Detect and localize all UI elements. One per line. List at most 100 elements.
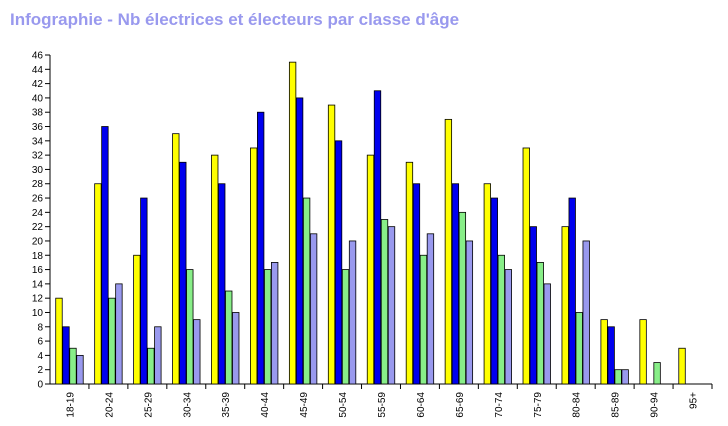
x-tick-label: 75-79 (533, 392, 544, 418)
bar (140, 197, 148, 385)
bar (271, 262, 279, 385)
bars (55, 61, 686, 385)
bar (678, 347, 686, 385)
bar (147, 347, 155, 385)
bar (193, 319, 201, 385)
bar (334, 140, 343, 385)
bar (225, 290, 233, 385)
x-tick-label: 45-49 (299, 392, 310, 418)
bar (172, 133, 180, 385)
bar (653, 362, 661, 385)
bar (444, 118, 453, 385)
bar (348, 240, 357, 385)
bar (614, 369, 622, 385)
bar (76, 354, 84, 385)
bar (536, 262, 544, 385)
y-tick-label: 42 (32, 79, 44, 90)
bar (309, 233, 318, 385)
x-tick-label: 18-19 (65, 392, 76, 418)
bar (62, 326, 70, 385)
bar (232, 312, 240, 385)
bar (575, 312, 583, 385)
bar (568, 197, 576, 385)
bar (366, 154, 375, 385)
bar (380, 219, 389, 385)
bar (179, 161, 187, 385)
x-tick-label: 85-89 (611, 392, 622, 418)
y-tick-label: 20 (32, 236, 44, 247)
y-tick-label: 8 (37, 322, 43, 333)
y-axis: 0246810121416182022242628303234363840424… (32, 51, 51, 391)
y-tick-label: 0 (37, 380, 43, 391)
bar (412, 183, 421, 385)
x-tick-label: 50-54 (338, 392, 349, 418)
x-axis: 18-19 20-24 25-29 30-34 35-39 40-44 45-49 50-54… (50, 383, 713, 418)
bar (600, 319, 608, 385)
bar (451, 183, 460, 385)
x-tick-label: 60-64 (416, 392, 427, 418)
x-tick-label: 95+ (689, 392, 700, 409)
x-tick-label: 20-24 (104, 392, 115, 418)
y-tick-label: 38 (32, 108, 44, 119)
bar (483, 183, 491, 385)
bar (55, 297, 63, 385)
y-tick-label: 10 (32, 308, 44, 319)
y-tick-label: 6 (37, 337, 43, 348)
bar (458, 211, 467, 385)
y-tick-label: 26 (32, 194, 44, 205)
bar (490, 197, 498, 385)
y-tick-label: 22 (32, 222, 44, 233)
bar (295, 97, 304, 385)
bar (529, 226, 537, 385)
bar (218, 183, 226, 385)
bar (543, 283, 551, 385)
bar (133, 254, 141, 385)
y-tick-label: 2 (37, 365, 43, 376)
bar (186, 269, 194, 385)
bar (561, 226, 569, 385)
bar (115, 283, 123, 385)
bar (108, 297, 116, 385)
y-tick-label: 44 (32, 65, 44, 76)
y-tick-label: 36 (32, 122, 44, 133)
y-tick-label: 14 (32, 279, 44, 290)
y-tick-label: 18 (32, 251, 44, 262)
bar (302, 197, 311, 385)
x-tick-label: 35-39 (221, 392, 232, 418)
y-tick-label: 4 (37, 351, 43, 362)
bar (387, 226, 396, 385)
bar (154, 326, 162, 385)
bar (69, 347, 77, 385)
y-tick-label: 12 (32, 294, 44, 305)
x-tick-label: 80-84 (572, 392, 583, 418)
bar (465, 240, 474, 385)
bar (211, 154, 219, 385)
y-tick-label: 32 (32, 151, 44, 162)
chart-title: Infographie - Nb électrices et électeurs… (10, 10, 460, 29)
bar (405, 161, 414, 385)
y-tick-label: 34 (32, 136, 44, 147)
y-tick-label: 40 (32, 93, 44, 104)
bar (288, 61, 297, 385)
bar (101, 126, 109, 385)
y-tick-label: 16 (32, 265, 44, 276)
y-tick-label: 46 (32, 51, 44, 62)
x-tick-label: 40-44 (260, 392, 271, 418)
x-tick-label: 70-74 (494, 392, 505, 418)
y-tick-label: 24 (32, 208, 44, 219)
x-tick-label: 90-94 (650, 392, 661, 418)
y-tick-label: 30 (32, 165, 44, 176)
bar (621, 369, 629, 385)
x-tick-label: 30-34 (182, 392, 193, 418)
bar (341, 269, 350, 385)
bar (607, 326, 615, 385)
y-tick-label: 28 (32, 179, 44, 190)
bar (497, 254, 505, 385)
bar (639, 319, 647, 385)
x-tick-label: 65-69 (455, 392, 466, 418)
bar (419, 254, 428, 385)
bar (426, 233, 435, 385)
bar (373, 90, 382, 385)
bar (250, 147, 258, 385)
